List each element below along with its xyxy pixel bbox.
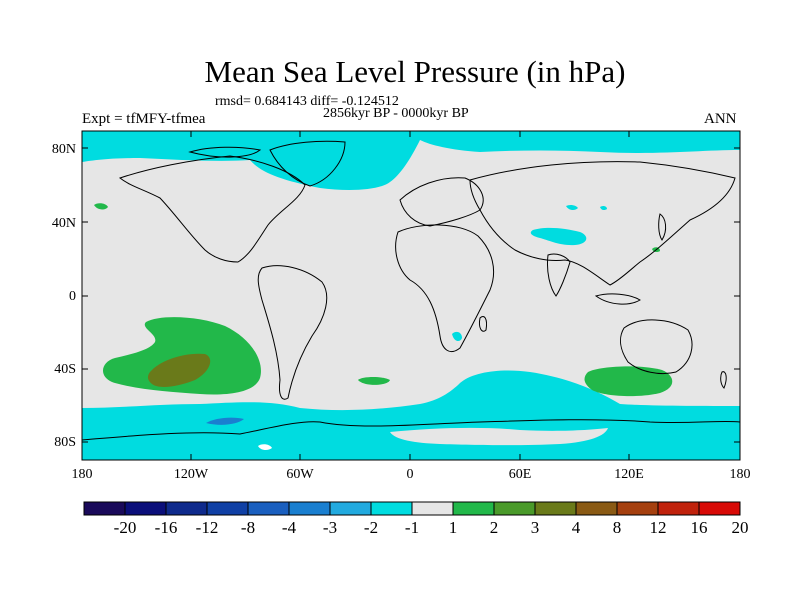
colorbar-label: -20: [113, 518, 137, 537]
colorbar-swatch: [657, 501, 700, 516]
colorbar-swatch: [698, 501, 741, 516]
lat-label-80s: 80S: [54, 435, 76, 450]
colorbar: [83, 501, 741, 516]
colorbar-swatch: [288, 501, 331, 516]
colorbar-label: -2: [363, 518, 379, 537]
colorbar-swatch: [452, 501, 495, 516]
negative-anomaly-strong: [206, 417, 244, 425]
colorbar-swatch: [575, 501, 618, 516]
colorbar-swatch: [329, 501, 372, 516]
colorbar-swatch: [616, 501, 659, 516]
lat-label-80n: 80N: [51, 142, 76, 157]
colorbar-swatch: [534, 501, 577, 516]
colorbar-label: -8: [240, 518, 256, 537]
lat-label-40n: 40N: [51, 216, 76, 231]
colorbar-swatch: [247, 501, 290, 516]
lon-label-180e: 180: [729, 467, 751, 482]
colorbar-swatch: [206, 501, 249, 516]
colorbar-label: -16: [154, 518, 178, 537]
map-title: Mean Sea Level Pressure (in hPa): [204, 54, 626, 89]
axis-ticks: [82, 131, 740, 460]
coastlines: [82, 140, 740, 441]
lat-label-0: 0: [69, 289, 76, 304]
lon-label-120e: 120E: [614, 467, 644, 482]
field-gap: [258, 444, 272, 451]
colorbar-label: 16: [690, 518, 708, 537]
colorbar-label: -4: [281, 518, 297, 537]
colorbar-swatch: [124, 501, 167, 516]
colorbar-label: 20: [731, 518, 749, 537]
lon-label-180w: 180: [71, 467, 93, 482]
lat-label-40s: 40S: [54, 362, 76, 377]
colorbar-label: 4: [571, 518, 581, 537]
colorbar-label: -12: [195, 518, 219, 537]
field-gap: [390, 427, 608, 446]
season-label: ANN: [704, 111, 737, 127]
colorbar-label: 8: [612, 518, 622, 537]
experiment-label: Expt = tfMFY-tfmea: [82, 111, 206, 127]
colorbar-label: 1: [448, 518, 458, 537]
colorbar-swatch: [493, 501, 536, 516]
colorbar-swatch: [83, 501, 126, 516]
colorbar-label: 2: [489, 518, 499, 537]
colorbar-swatch: [411, 501, 454, 516]
lon-label-60e: 60E: [508, 467, 532, 482]
colorbar-swatch: [370, 501, 413, 516]
positive-anomaly-core: [147, 353, 211, 387]
colorbar-label: -3: [322, 518, 338, 537]
stats-label: rmsd= 0.684143 diff= -0.124512: [215, 94, 399, 109]
lon-label-120w: 120W: [173, 467, 209, 482]
colorbar-label: 3: [530, 518, 540, 537]
lon-label-60w: 60W: [286, 467, 314, 482]
colorbar-label: 12: [649, 518, 667, 537]
period-label: 2856kyr BP - 0000kyr BP: [323, 106, 469, 121]
colorbar-label: -1: [404, 518, 420, 537]
lon-label-0: 0: [406, 467, 414, 482]
colorbar-swatch: [165, 501, 208, 516]
